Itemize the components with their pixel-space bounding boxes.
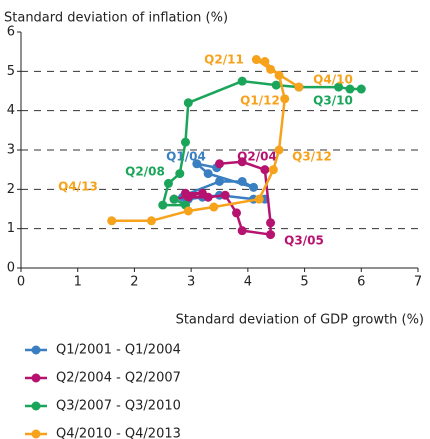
annotation: Q4/13	[58, 180, 98, 194]
y-tick-label: 0	[7, 261, 15, 276]
x-axis-label: Standard deviation of GDP growth (%)	[176, 313, 424, 328]
x-tick-label: 7	[414, 275, 422, 290]
y-tick-label: 6	[7, 25, 15, 40]
data-point	[220, 190, 230, 200]
data-point	[232, 208, 242, 218]
data-point	[146, 216, 156, 226]
annotation: Q2/04	[237, 150, 277, 164]
y-tick-label: 5	[7, 64, 15, 79]
data-point	[237, 157, 247, 167]
data-point	[215, 159, 224, 169]
annotation: Q3/12	[292, 150, 332, 164]
annotation: Q3/10	[313, 94, 353, 108]
data-point	[183, 206, 193, 216]
y-tick-label: 2	[7, 182, 15, 197]
y-tick-label: 3	[7, 143, 15, 158]
data-point	[266, 230, 276, 240]
x-tick-label: 6	[357, 275, 365, 290]
data-point	[180, 188, 190, 198]
data-point	[249, 182, 259, 192]
data-point	[345, 84, 355, 94]
data-point	[294, 82, 304, 92]
x-tick-label: 3	[187, 275, 195, 290]
data-point	[237, 226, 247, 236]
legend-label: Q3/2007 - Q3/2010	[56, 399, 181, 414]
data-point	[334, 82, 344, 92]
legend-marker	[31, 373, 41, 383]
data-point	[209, 202, 219, 212]
data-point	[183, 98, 193, 108]
annotation: Q1/04	[166, 150, 206, 164]
data-point	[260, 57, 270, 66]
data-point	[215, 176, 224, 186]
data-point	[192, 159, 202, 169]
annotation: Q2/11	[204, 53, 244, 67]
legend-label: Q4/2010 - Q4/2013	[56, 427, 181, 439]
data-point	[203, 169, 213, 179]
x-tick-label: 0	[17, 275, 25, 290]
annotation: Q3/05	[284, 234, 324, 248]
annotation: Q1/12	[240, 94, 280, 108]
chart-title: Standard deviation of inflation (%)	[4, 11, 228, 26]
data-point	[163, 178, 173, 188]
data-point	[180, 137, 190, 147]
data-point	[175, 169, 185, 179]
data-point	[266, 64, 276, 74]
data-point	[260, 165, 270, 175]
data-point	[271, 80, 281, 90]
data-point	[356, 84, 366, 94]
data-point	[274, 70, 284, 80]
data-point	[237, 76, 247, 86]
y-tick-label: 4	[7, 103, 15, 118]
data-point	[158, 200, 168, 210]
x-tick-label: 4	[244, 275, 252, 290]
legend-label: Q2/2004 - Q2/2007	[56, 371, 181, 386]
data-point	[280, 94, 290, 104]
y-tick-label: 1	[7, 221, 15, 236]
data-point	[274, 145, 284, 155]
legend-marker	[31, 401, 41, 411]
data-point	[169, 194, 179, 204]
annotation: Q2/08	[125, 165, 165, 179]
legend-label: Q1/2001 - Q1/2004	[56, 343, 181, 358]
data-point	[251, 55, 261, 65]
data-point	[266, 218, 276, 228]
data-point	[107, 216, 117, 226]
annotation: Q4/10	[313, 73, 353, 87]
data-point	[237, 176, 247, 186]
x-tick-label: 2	[130, 275, 138, 290]
data-point	[197, 188, 207, 198]
legend-marker	[31, 429, 41, 439]
data-point	[268, 165, 278, 175]
x-tick-label: 1	[74, 275, 82, 290]
legend-marker	[31, 345, 41, 355]
x-tick-label: 5	[300, 275, 308, 290]
data-point	[254, 194, 264, 204]
